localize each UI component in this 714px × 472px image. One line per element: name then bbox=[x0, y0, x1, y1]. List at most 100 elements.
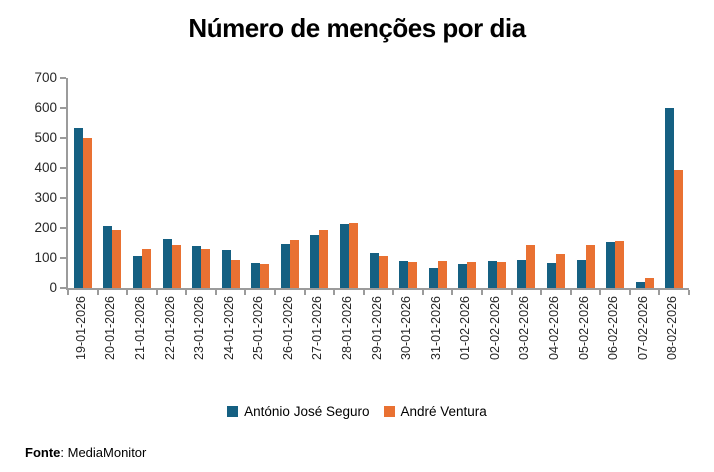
bar-andr-ventura bbox=[378, 255, 388, 288]
bar-ant-nio-jos-seguro bbox=[547, 263, 557, 288]
x-label-cell: 28-01-2026 bbox=[332, 296, 362, 360]
x-label-cell: 30-01-2026 bbox=[391, 296, 421, 360]
x-tick-mark bbox=[274, 290, 276, 295]
x-axis-label: 29-01-2026 bbox=[369, 296, 384, 360]
bar-andr-ventura bbox=[201, 248, 211, 288]
x-axis-label: 05-02-2026 bbox=[576, 296, 591, 360]
y-tick-mark bbox=[60, 197, 66, 199]
bar-group-06-02-2026 bbox=[600, 78, 630, 288]
bar-ant-nio-jos-seguro bbox=[280, 243, 290, 288]
x-axis-label: 31-01-2026 bbox=[428, 296, 443, 360]
y-tick-label: 100 bbox=[34, 250, 57, 265]
legend-item-ant-nio-jos-seguro: António José Seguro bbox=[227, 404, 370, 419]
y-tick-mark bbox=[60, 77, 66, 79]
legend: António José Seguro André Ventura bbox=[0, 404, 714, 419]
bar-group-29-01-2026 bbox=[364, 78, 394, 288]
bar-ant-nio-jos-seguro bbox=[310, 234, 320, 288]
bar-andr-ventura bbox=[585, 244, 595, 288]
y-tick-mark bbox=[60, 257, 66, 259]
bar-group-22-01-2026 bbox=[157, 78, 187, 288]
x-axis-labels: 19-01-2026 20-01-2026 21-01-2026 22-01-2026… bbox=[66, 296, 687, 360]
x-label-cell: 25-01-2026 bbox=[243, 296, 273, 360]
legend-swatch-icon bbox=[383, 406, 395, 417]
x-tick-mark bbox=[392, 290, 394, 295]
x-tick-mark bbox=[451, 290, 453, 295]
bar-group-05-02-2026 bbox=[571, 78, 601, 288]
x-label-cell: 01-02-2026 bbox=[451, 296, 481, 360]
bar-andr-ventura bbox=[496, 262, 506, 288]
bar-ant-nio-jos-seguro bbox=[428, 267, 438, 288]
x-label-cell: 06-02-2026 bbox=[598, 296, 628, 360]
bar-group-30-01-2026 bbox=[393, 78, 423, 288]
x-tick-mark bbox=[185, 290, 187, 295]
bar-ant-nio-jos-seguro bbox=[221, 250, 231, 288]
x-axis-label: 07-02-2026 bbox=[635, 296, 650, 360]
x-axis-label: 22-01-2026 bbox=[162, 296, 177, 360]
chart-title: Número de menções por dia bbox=[188, 13, 526, 43]
bar-ant-nio-jos-seguro bbox=[103, 225, 113, 288]
bar-andr-ventura bbox=[556, 254, 566, 288]
x-label-cell: 26-01-2026 bbox=[273, 296, 303, 360]
bar-group-25-01-2026 bbox=[245, 78, 275, 288]
y-tick-label: 700 bbox=[34, 70, 57, 85]
x-label-cell: 20-01-2026 bbox=[96, 296, 126, 360]
x-axis-label: 26-01-2026 bbox=[280, 296, 295, 360]
bar-ant-nio-jos-seguro bbox=[606, 242, 616, 288]
bar-andr-ventura bbox=[674, 169, 684, 288]
bars bbox=[68, 78, 689, 288]
bar-andr-ventura bbox=[260, 264, 270, 288]
x-label-cell: 05-02-2026 bbox=[569, 296, 599, 360]
x-tick-mark bbox=[422, 290, 424, 295]
x-tick-mark bbox=[215, 290, 217, 295]
bar-andr-ventura bbox=[171, 245, 181, 288]
y-tick-label: 600 bbox=[34, 100, 57, 115]
bar-ant-nio-jos-seguro bbox=[487, 261, 497, 288]
x-tick-mark bbox=[126, 290, 128, 295]
x-axis-label: 02-02-2026 bbox=[487, 296, 502, 360]
x-axis-label: 08-02-2026 bbox=[665, 296, 680, 360]
legend-swatch-icon bbox=[227, 406, 239, 417]
bar-ant-nio-jos-seguro bbox=[635, 282, 645, 288]
x-axis-label: 04-02-2026 bbox=[547, 296, 562, 360]
bar-group-21-01-2026 bbox=[127, 78, 157, 288]
bar-group-27-01-2026 bbox=[305, 78, 335, 288]
bar-group-28-01-2026 bbox=[334, 78, 364, 288]
x-tick-mark bbox=[333, 290, 335, 295]
bar-ant-nio-jos-seguro bbox=[517, 259, 527, 288]
bar-group-01-02-2026 bbox=[453, 78, 483, 288]
y-tick-mark bbox=[60, 167, 66, 169]
bar-andr-ventura bbox=[112, 230, 122, 288]
x-axis-label: 19-01-2026 bbox=[73, 296, 88, 360]
y-tick-label: 200 bbox=[34, 220, 57, 235]
bar-group-08-02-2026 bbox=[660, 78, 690, 288]
bar-andr-ventura bbox=[348, 223, 358, 288]
x-axis-label: 28-01-2026 bbox=[339, 296, 354, 360]
x-tick-mark bbox=[658, 290, 660, 295]
y-tick-label: 0 bbox=[49, 280, 57, 295]
x-tick-mark bbox=[511, 290, 513, 295]
bar-group-26-01-2026 bbox=[275, 78, 305, 288]
x-tick-mark bbox=[688, 290, 690, 295]
x-tick-mark bbox=[304, 290, 306, 295]
legend-label: António José Seguro bbox=[244, 404, 370, 419]
x-tick-mark bbox=[67, 290, 69, 295]
bar-ant-nio-jos-seguro bbox=[399, 261, 409, 288]
y-tick-mark bbox=[60, 227, 66, 229]
x-axis-label: 06-02-2026 bbox=[606, 296, 621, 360]
bar-andr-ventura bbox=[319, 230, 329, 288]
x-label-cell: 04-02-2026 bbox=[539, 296, 569, 360]
x-axis-label: 20-01-2026 bbox=[103, 296, 118, 360]
bar-group-03-02-2026 bbox=[512, 78, 542, 288]
source-value: : MediaMonitor bbox=[60, 445, 147, 460]
x-axis-label: 24-01-2026 bbox=[221, 296, 236, 360]
bar-ant-nio-jos-seguro bbox=[339, 223, 349, 288]
bar-andr-ventura bbox=[230, 260, 240, 288]
x-tick-mark bbox=[570, 290, 572, 295]
bar-andr-ventura bbox=[526, 244, 536, 288]
source-label: Fonte bbox=[25, 445, 61, 460]
bar-andr-ventura bbox=[289, 240, 299, 288]
plot-area: 0 100 200 300 400 500 600 700 bbox=[34, 70, 690, 295]
x-tick-mark bbox=[629, 290, 631, 295]
x-label-cell: 02-02-2026 bbox=[480, 296, 510, 360]
